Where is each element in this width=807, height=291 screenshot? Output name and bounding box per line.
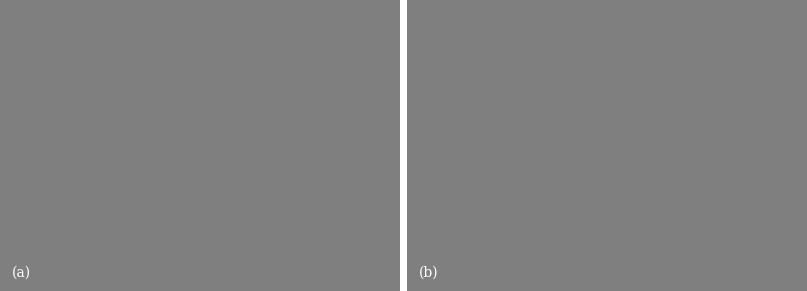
Text: (a): (a) [12, 265, 31, 279]
Text: (b): (b) [419, 265, 438, 279]
